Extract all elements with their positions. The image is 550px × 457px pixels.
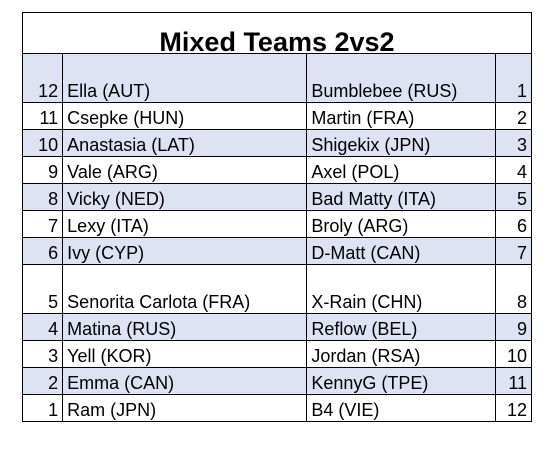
team-right: D-Matt (CAN) <box>306 237 496 265</box>
table-row: 3 Yell (KOR) Jordan (RSA) 10 <box>21 340 533 368</box>
seed-left: 1 <box>21 394 64 422</box>
table-row: 11 Csepke (HUN) Martin (FRA) 2 <box>21 102 533 130</box>
table-row: 8 Vicky (NED) Bad Matty (ITA) 5 <box>21 183 533 211</box>
team-left: Emma (CAN) <box>62 367 308 395</box>
table-title: Mixed Teams 2vs2 <box>22 12 532 56</box>
seed-right: 7 <box>494 237 533 265</box>
team-right: Jordan (RSA) <box>306 340 496 368</box>
seed-left: 7 <box>21 210 64 238</box>
seed-left: 4 <box>21 313 64 341</box>
seed-left: 3 <box>21 340 64 368</box>
team-left: Yell (KOR) <box>62 340 308 368</box>
team-right: Shigekix (JPN) <box>306 129 496 157</box>
seed-right: 8 <box>494 264 533 314</box>
team-left: Matina (RUS) <box>62 313 308 341</box>
team-left: Ella (AUT) <box>62 53 308 103</box>
seed-left: 11 <box>21 102 64 130</box>
seed-left: 10 <box>21 129 64 157</box>
table-row: 6 Ivy (CYP) D-Matt (CAN) 7 <box>21 237 533 265</box>
table-row: 7 Lexy (ITA) Broly (ARG) 6 <box>21 210 533 238</box>
team-left: Senorita Carlota (FRA) <box>62 264 308 314</box>
team-left: Ivy (CYP) <box>62 237 308 265</box>
seed-right: 11 <box>494 367 533 395</box>
table-row: 2 Emma (CAN) KennyG (TPE) 11 <box>21 367 533 395</box>
seed-left: 2 <box>21 367 64 395</box>
team-left: Anastasia (LAT) <box>62 129 308 157</box>
seed-right: 10 <box>494 340 533 368</box>
team-right: Martin (FRA) <box>306 102 496 130</box>
seed-right: 3 <box>494 129 533 157</box>
table-row: 9 Vale (ARG) Axel (POL) 4 <box>21 156 533 184</box>
table-row: 10 Anastasia (LAT) Shigekix (JPN) 3 <box>21 129 533 157</box>
table-row: 1 Ram (JPN) B4 (VIE) 12 <box>21 394 533 422</box>
team-right: B4 (VIE) <box>306 394 496 422</box>
seed-left: 6 <box>21 237 64 265</box>
seed-right: 5 <box>494 183 533 211</box>
seed-left: 12 <box>21 53 64 103</box>
team-right: Bad Matty (ITA) <box>306 183 496 211</box>
table-row: 12 Ella (AUT) Bumblebee (RUS) 1 <box>21 53 533 103</box>
seed-left: 9 <box>21 156 64 184</box>
team-right: Axel (POL) <box>306 156 496 184</box>
bracket-table: Mixed Teams 2vs2 12 Ella (AUT) Bumblebee… <box>21 12 533 422</box>
seed-right: 4 <box>494 156 533 184</box>
team-left: Vicky (NED) <box>62 183 308 211</box>
team-right: Bumblebee (RUS) <box>306 53 496 103</box>
team-left: Ram (JPN) <box>62 394 308 422</box>
team-right: Broly (ARG) <box>306 210 496 238</box>
table-row: 4 Matina (RUS) Reflow (BEL) 9 <box>21 313 533 341</box>
seed-right: 2 <box>494 102 533 130</box>
seed-left: 8 <box>21 183 64 211</box>
seed-left: 5 <box>21 264 64 314</box>
seed-right: 9 <box>494 313 533 341</box>
team-left: Vale (ARG) <box>62 156 308 184</box>
seed-right: 6 <box>494 210 533 238</box>
team-right: KennyG (TPE) <box>306 367 496 395</box>
table-row: 5 Senorita Carlota (FRA) X-Rain (CHN) 8 <box>21 264 533 314</box>
team-right: X-Rain (CHN) <box>306 264 496 314</box>
seed-right: 12 <box>494 394 533 422</box>
seed-right: 1 <box>494 53 533 103</box>
team-right: Reflow (BEL) <box>306 313 496 341</box>
team-left: Lexy (ITA) <box>62 210 308 238</box>
team-left: Csepke (HUN) <box>62 102 308 130</box>
